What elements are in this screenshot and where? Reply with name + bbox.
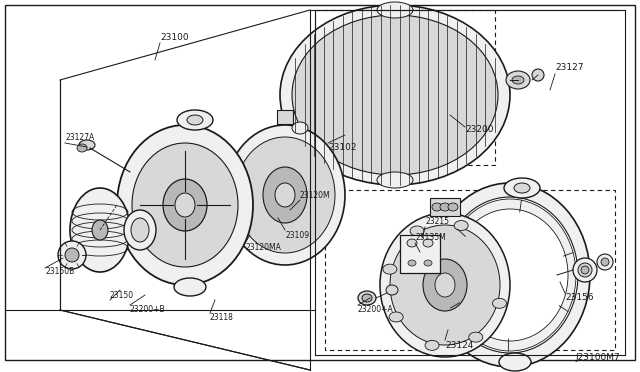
Ellipse shape [235, 137, 335, 253]
Ellipse shape [380, 213, 510, 357]
Ellipse shape [292, 15, 498, 175]
Ellipse shape [174, 278, 206, 296]
Text: 23200+B: 23200+B [130, 305, 166, 314]
Ellipse shape [117, 125, 253, 285]
Ellipse shape [390, 225, 500, 345]
Ellipse shape [512, 76, 524, 84]
Text: 23120M: 23120M [300, 190, 331, 199]
Text: 23124: 23124 [445, 340, 474, 350]
Ellipse shape [389, 312, 403, 322]
Ellipse shape [377, 172, 413, 188]
Text: 23215: 23215 [425, 218, 449, 227]
Bar [277, 110, 293, 124]
Ellipse shape [175, 193, 195, 217]
Ellipse shape [386, 285, 398, 295]
Ellipse shape [452, 209, 568, 341]
Ellipse shape [442, 197, 578, 353]
Bar [325, 190, 615, 350]
Text: 23150: 23150 [110, 291, 134, 299]
Ellipse shape [581, 266, 589, 274]
Ellipse shape [454, 221, 468, 231]
Text: 23100: 23100 [160, 33, 189, 42]
Ellipse shape [225, 125, 345, 265]
Text: J23100M7: J23100M7 [575, 353, 620, 362]
Ellipse shape [430, 183, 590, 367]
Ellipse shape [92, 220, 108, 240]
Ellipse shape [468, 332, 483, 342]
Ellipse shape [377, 2, 413, 18]
Ellipse shape [506, 71, 530, 89]
Ellipse shape [362, 294, 372, 302]
Ellipse shape [263, 167, 307, 223]
Ellipse shape [444, 199, 576, 351]
Ellipse shape [58, 241, 86, 269]
Ellipse shape [292, 122, 308, 134]
Ellipse shape [504, 178, 540, 198]
Ellipse shape [280, 5, 510, 185]
Bar [430, 198, 460, 216]
Text: 23102: 23102 [328, 144, 356, 153]
Ellipse shape [79, 140, 95, 150]
Ellipse shape [448, 203, 458, 211]
Ellipse shape [408, 260, 416, 266]
Ellipse shape [275, 183, 295, 207]
Ellipse shape [70, 188, 130, 272]
Text: 23118: 23118 [210, 314, 234, 323]
Text: 23200+A: 23200+A [358, 305, 394, 314]
Text: 23120MA: 23120MA [245, 244, 281, 253]
Ellipse shape [492, 298, 506, 308]
Ellipse shape [432, 203, 442, 211]
Ellipse shape [187, 115, 203, 125]
Ellipse shape [163, 179, 207, 231]
Ellipse shape [499, 353, 531, 371]
Ellipse shape [124, 210, 156, 250]
Ellipse shape [514, 183, 530, 193]
Ellipse shape [132, 143, 238, 267]
Ellipse shape [177, 110, 213, 130]
Ellipse shape [435, 273, 455, 297]
Text: 23156: 23156 [565, 294, 594, 302]
Bar [400, 235, 440, 273]
Ellipse shape [358, 291, 376, 305]
Ellipse shape [407, 239, 417, 247]
Ellipse shape [597, 254, 613, 270]
Ellipse shape [423, 239, 433, 247]
Ellipse shape [410, 226, 424, 236]
Ellipse shape [601, 258, 609, 266]
Ellipse shape [573, 258, 597, 282]
Text: 23150B: 23150B [45, 267, 74, 276]
Ellipse shape [65, 248, 79, 262]
Ellipse shape [532, 69, 544, 81]
Ellipse shape [440, 203, 450, 211]
Ellipse shape [77, 144, 87, 152]
Text: 23109: 23109 [285, 231, 309, 240]
Ellipse shape [131, 218, 149, 242]
Text: 23127: 23127 [555, 64, 584, 73]
Ellipse shape [425, 340, 439, 350]
Ellipse shape [423, 259, 467, 311]
Text: 23127A: 23127A [65, 134, 94, 142]
Text: 23135M: 23135M [415, 234, 445, 243]
Bar [315, 10, 495, 165]
Ellipse shape [383, 264, 397, 274]
Ellipse shape [578, 263, 592, 277]
Ellipse shape [424, 260, 432, 266]
Text: 23200: 23200 [465, 125, 493, 135]
